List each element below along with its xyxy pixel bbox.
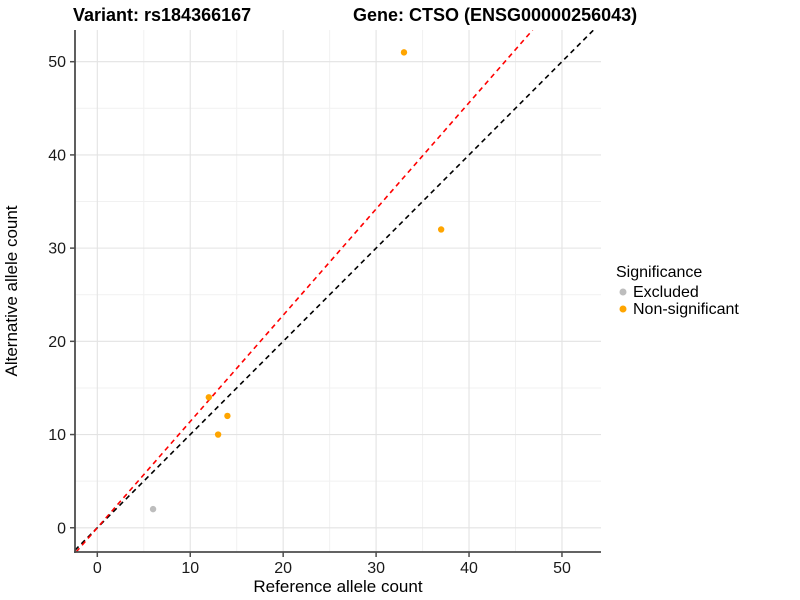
data-point-non-significant [400, 49, 408, 56]
legend: Significance Excluded Non-significant [616, 264, 739, 318]
data-point-non-significant [205, 394, 213, 401]
y-axis-title: Alternative allele count [2, 205, 21, 376]
x-tick-label: 30 [367, 560, 385, 577]
legend-label-excluded: Excluded [633, 284, 699, 301]
plot-title-gene: Gene: CTSO (ENSG00000256043) [353, 5, 637, 25]
y-tick-label: 30 [48, 241, 66, 258]
grid-major-lines [75, 30, 601, 552]
reference-lines [75, 30, 595, 552]
data-point-non-significant [437, 226, 445, 233]
y-tick-label: 20 [48, 334, 66, 351]
x-tick-label: 0 [93, 560, 102, 577]
expected-ratio-line [75, 30, 534, 552]
x-axis-title: Reference allele count [253, 577, 422, 596]
data-point-excluded [149, 505, 157, 513]
x-tick-label: 50 [553, 560, 571, 577]
axes [70, 30, 601, 557]
plot-title-variant: Variant: rs184366167 [73, 5, 251, 25]
legend-label-nonsignificant: Non-significant [633, 301, 739, 318]
y-tick-label: 40 [48, 147, 66, 164]
data-point-non-significant [224, 412, 231, 420]
y-tick-label: 0 [57, 520, 66, 537]
data-points [149, 49, 445, 513]
legend-swatch-excluded-icon [619, 288, 627, 296]
x-tick-label: 10 [181, 560, 199, 577]
x-tick-label: 40 [460, 560, 478, 577]
data-point-non-significant [214, 431, 222, 438]
y-tick-label: 10 [48, 427, 66, 444]
y-tick-label: 50 [48, 54, 66, 71]
grid-minor-lines [75, 30, 601, 552]
legend-swatch-nonsignificant-icon [619, 305, 627, 313]
identity-line [75, 30, 595, 551]
tick-labels: 0 10 20 30 40 50 0 10 20 30 40 50 [48, 54, 571, 577]
legend-title: Significance [616, 264, 702, 281]
x-tick-label: 20 [274, 560, 292, 577]
